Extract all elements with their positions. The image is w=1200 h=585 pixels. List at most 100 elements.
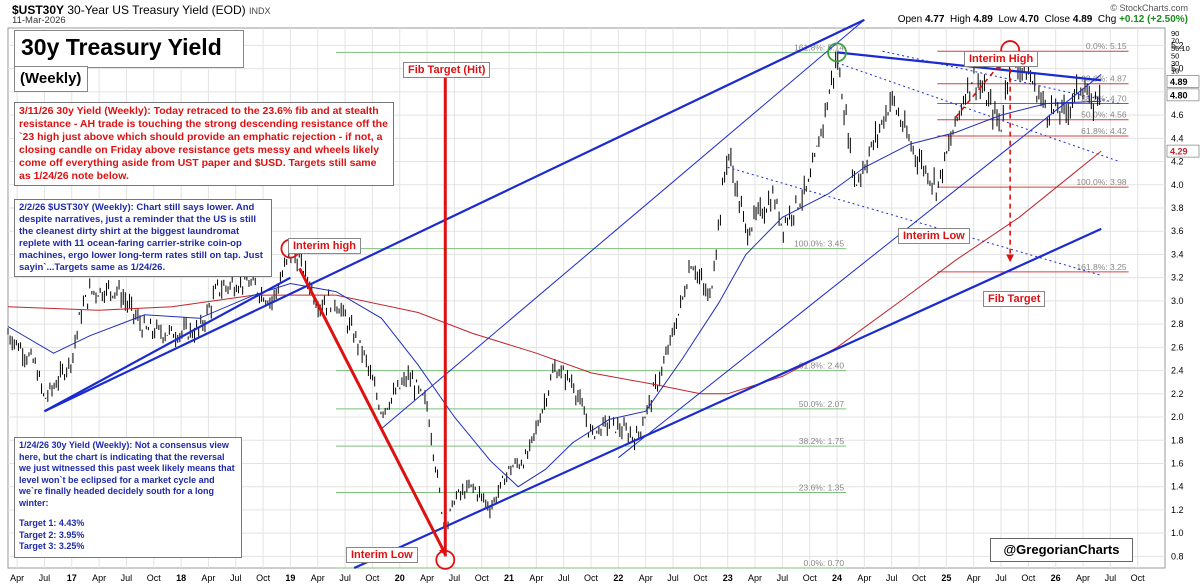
callout-interim-high-left: Interim high (288, 238, 361, 254)
x-tick-label: Jul (886, 573, 898, 583)
x-tick-label: Jul (230, 573, 242, 583)
note-3-11-26-text: 3/11/26 30y Yield (Weekly): Today retrac… (19, 105, 388, 182)
y-tick-label: 4.6 (1171, 110, 1184, 120)
y-tick-label: 0.8 (1171, 551, 1184, 561)
open-value: 4.77 (924, 14, 945, 25)
note-2-2-26: 2/2/26 $UST30Y (Weekly): Chart still say… (14, 199, 272, 277)
x-tick-label: Jul (339, 573, 351, 583)
fib-right-label: 0.0%: 5.15 (1086, 41, 1127, 51)
x-tick-label: Apr (529, 573, 543, 583)
fib-left-label: 161.8%: 5.14 (794, 42, 844, 52)
target-2: Target 2: 3.95% (19, 529, 85, 540)
target-3: Target 3: 3.25% (19, 541, 85, 551)
header-bar: $UST30Y 30-Year US Treasury Yield (EOD) … (0, 0, 1200, 26)
last-price-badge: 4.89 (1170, 77, 1188, 87)
y-tick-label: 1.6 (1171, 458, 1184, 468)
y-tick-label: 2.8 (1171, 319, 1184, 329)
date: 11-Mar-2026 (12, 15, 66, 26)
watermark-handle: @GregorianCharts (990, 538, 1133, 562)
y-tick-label: 4.2 (1171, 157, 1184, 167)
x-tick-label: 17 (67, 573, 77, 583)
symbol-line: $UST30Y 30-Year US Treasury Yield (EOD) … (12, 3, 271, 17)
trendline (618, 74, 1102, 459)
x-tick-label: 22 (613, 573, 623, 583)
callout-interim-high-right: Interim High (964, 51, 1039, 67)
x-tick-label: Apr (1076, 573, 1090, 583)
y-tick-label: 3.8 (1171, 203, 1184, 213)
fib-right-label: 100.0%: 3.98 (1076, 177, 1126, 187)
low-label: Low (998, 14, 1017, 25)
x-tick-label: Apr (10, 573, 24, 583)
annotation-circle (827, 42, 847, 63)
x-tick-label: Oct (803, 573, 818, 583)
annotation-circle (435, 549, 456, 570)
open-label: Open (897, 14, 923, 25)
x-tick-label: Apr (420, 573, 434, 583)
note-3-11-26: 3/11/26 30y Yield (Weekly): Today retrac… (14, 102, 394, 186)
x-tick-label: Jul (995, 573, 1007, 583)
x-tick-label: Apr (311, 573, 325, 583)
exchange: INDX (249, 6, 271, 16)
x-tick-label: Apr (857, 573, 871, 583)
y-tick-label: 4.0 (1171, 180, 1184, 190)
y-tick-label: 1.4 (1171, 482, 1184, 492)
brand: © StockCharts.com (1110, 3, 1188, 13)
symbol-description: 30-Year US Treasury Yield (EOD) (67, 3, 246, 17)
fib-left-label: 38.2%: 1.75 (799, 436, 845, 446)
x-tick-label: Jul (121, 573, 133, 583)
note-1-24-26-text: 1/24/26 30y Yield (Weekly): Not a consen… (19, 440, 235, 508)
x-tick-label: Jul (39, 573, 51, 583)
annotation-arrow (298, 267, 447, 556)
ohlc-readout: Open 4.77 High 4.89 Low 4.70 Close 4.89 … (898, 14, 1188, 25)
x-tick-label: 21 (504, 573, 514, 583)
x-tick-label: Apr (967, 573, 981, 583)
chg-label: Chg (1097, 14, 1117, 25)
top-scale-label: 50 (1171, 52, 1179, 61)
fib-right-label: 38.2%: 4.70 (1081, 93, 1127, 103)
fib-right-label: 50.0%: 4.56 (1081, 110, 1127, 120)
callout-fib-target-hit: Fib Target (Hit) (403, 62, 491, 78)
trendline (882, 50, 1120, 104)
x-tick-label: Apr (201, 573, 215, 583)
high-label: High (949, 14, 971, 25)
x-tick-label: Apr (639, 573, 653, 583)
x-tick-label: Jul (1105, 573, 1117, 583)
top-scale-label: 90 (1171, 29, 1179, 38)
x-tick-label: 25 (941, 573, 951, 583)
symbol: $UST30Y (12, 3, 65, 17)
callout-fib-target: Fib Target (983, 291, 1046, 307)
high-value: 4.89 (973, 14, 993, 25)
x-tick-label: Oct (1131, 573, 1146, 583)
x-tick-label: Jul (777, 573, 789, 583)
y-tick-label: 5.0 (1171, 64, 1184, 74)
callout-interim-low-right: Interim Low (898, 228, 970, 244)
fib-left-label: 100.0%: 3.45 (794, 239, 844, 249)
ma-fast-line (7, 100, 1102, 488)
subtitle-box: (Weekly) (14, 66, 88, 92)
x-tick-label: Apr (748, 573, 762, 583)
y-tick-label: 1.0 (1171, 528, 1184, 538)
x-tick-label: 24 (832, 573, 842, 583)
fib-left-label: 23.6%: 1.35 (799, 483, 845, 493)
callout-interim-low-left: Interim Low (346, 547, 418, 563)
close-value: 4.89 (1072, 14, 1093, 25)
x-tick-label: 23 (723, 573, 733, 583)
x-tick-label: Oct (912, 573, 927, 583)
x-tick-label: Oct (584, 573, 599, 583)
top-scale-label: 70 (1171, 37, 1179, 46)
chart-subtitle: (Weekly) (20, 70, 82, 87)
prev-price-badge-box (1166, 88, 1200, 102)
y-tick-label: 3.4 (1171, 249, 1184, 259)
x-tick-label: 26 (1051, 573, 1061, 583)
y-tick-label: 3.6 (1171, 226, 1184, 236)
y-tick-label: 3.2 (1171, 273, 1184, 283)
x-tick-label: 18 (176, 573, 186, 583)
note-2-2-26-text: 2/2/26 $UST30Y (Weekly): Chart still say… (19, 202, 263, 273)
y-tick-label: 2.0 (1171, 412, 1184, 422)
fib-right-label: 161.8%: 3.25 (1076, 262, 1126, 272)
ma-slow-badge-box (1166, 144, 1200, 158)
fib-right-label: 61.8%: 4.42 (1081, 126, 1127, 136)
x-tick-label: Jul (449, 573, 461, 583)
x-tick-label: Jul (558, 573, 570, 583)
y-tick-label: 2.2 (1171, 389, 1184, 399)
